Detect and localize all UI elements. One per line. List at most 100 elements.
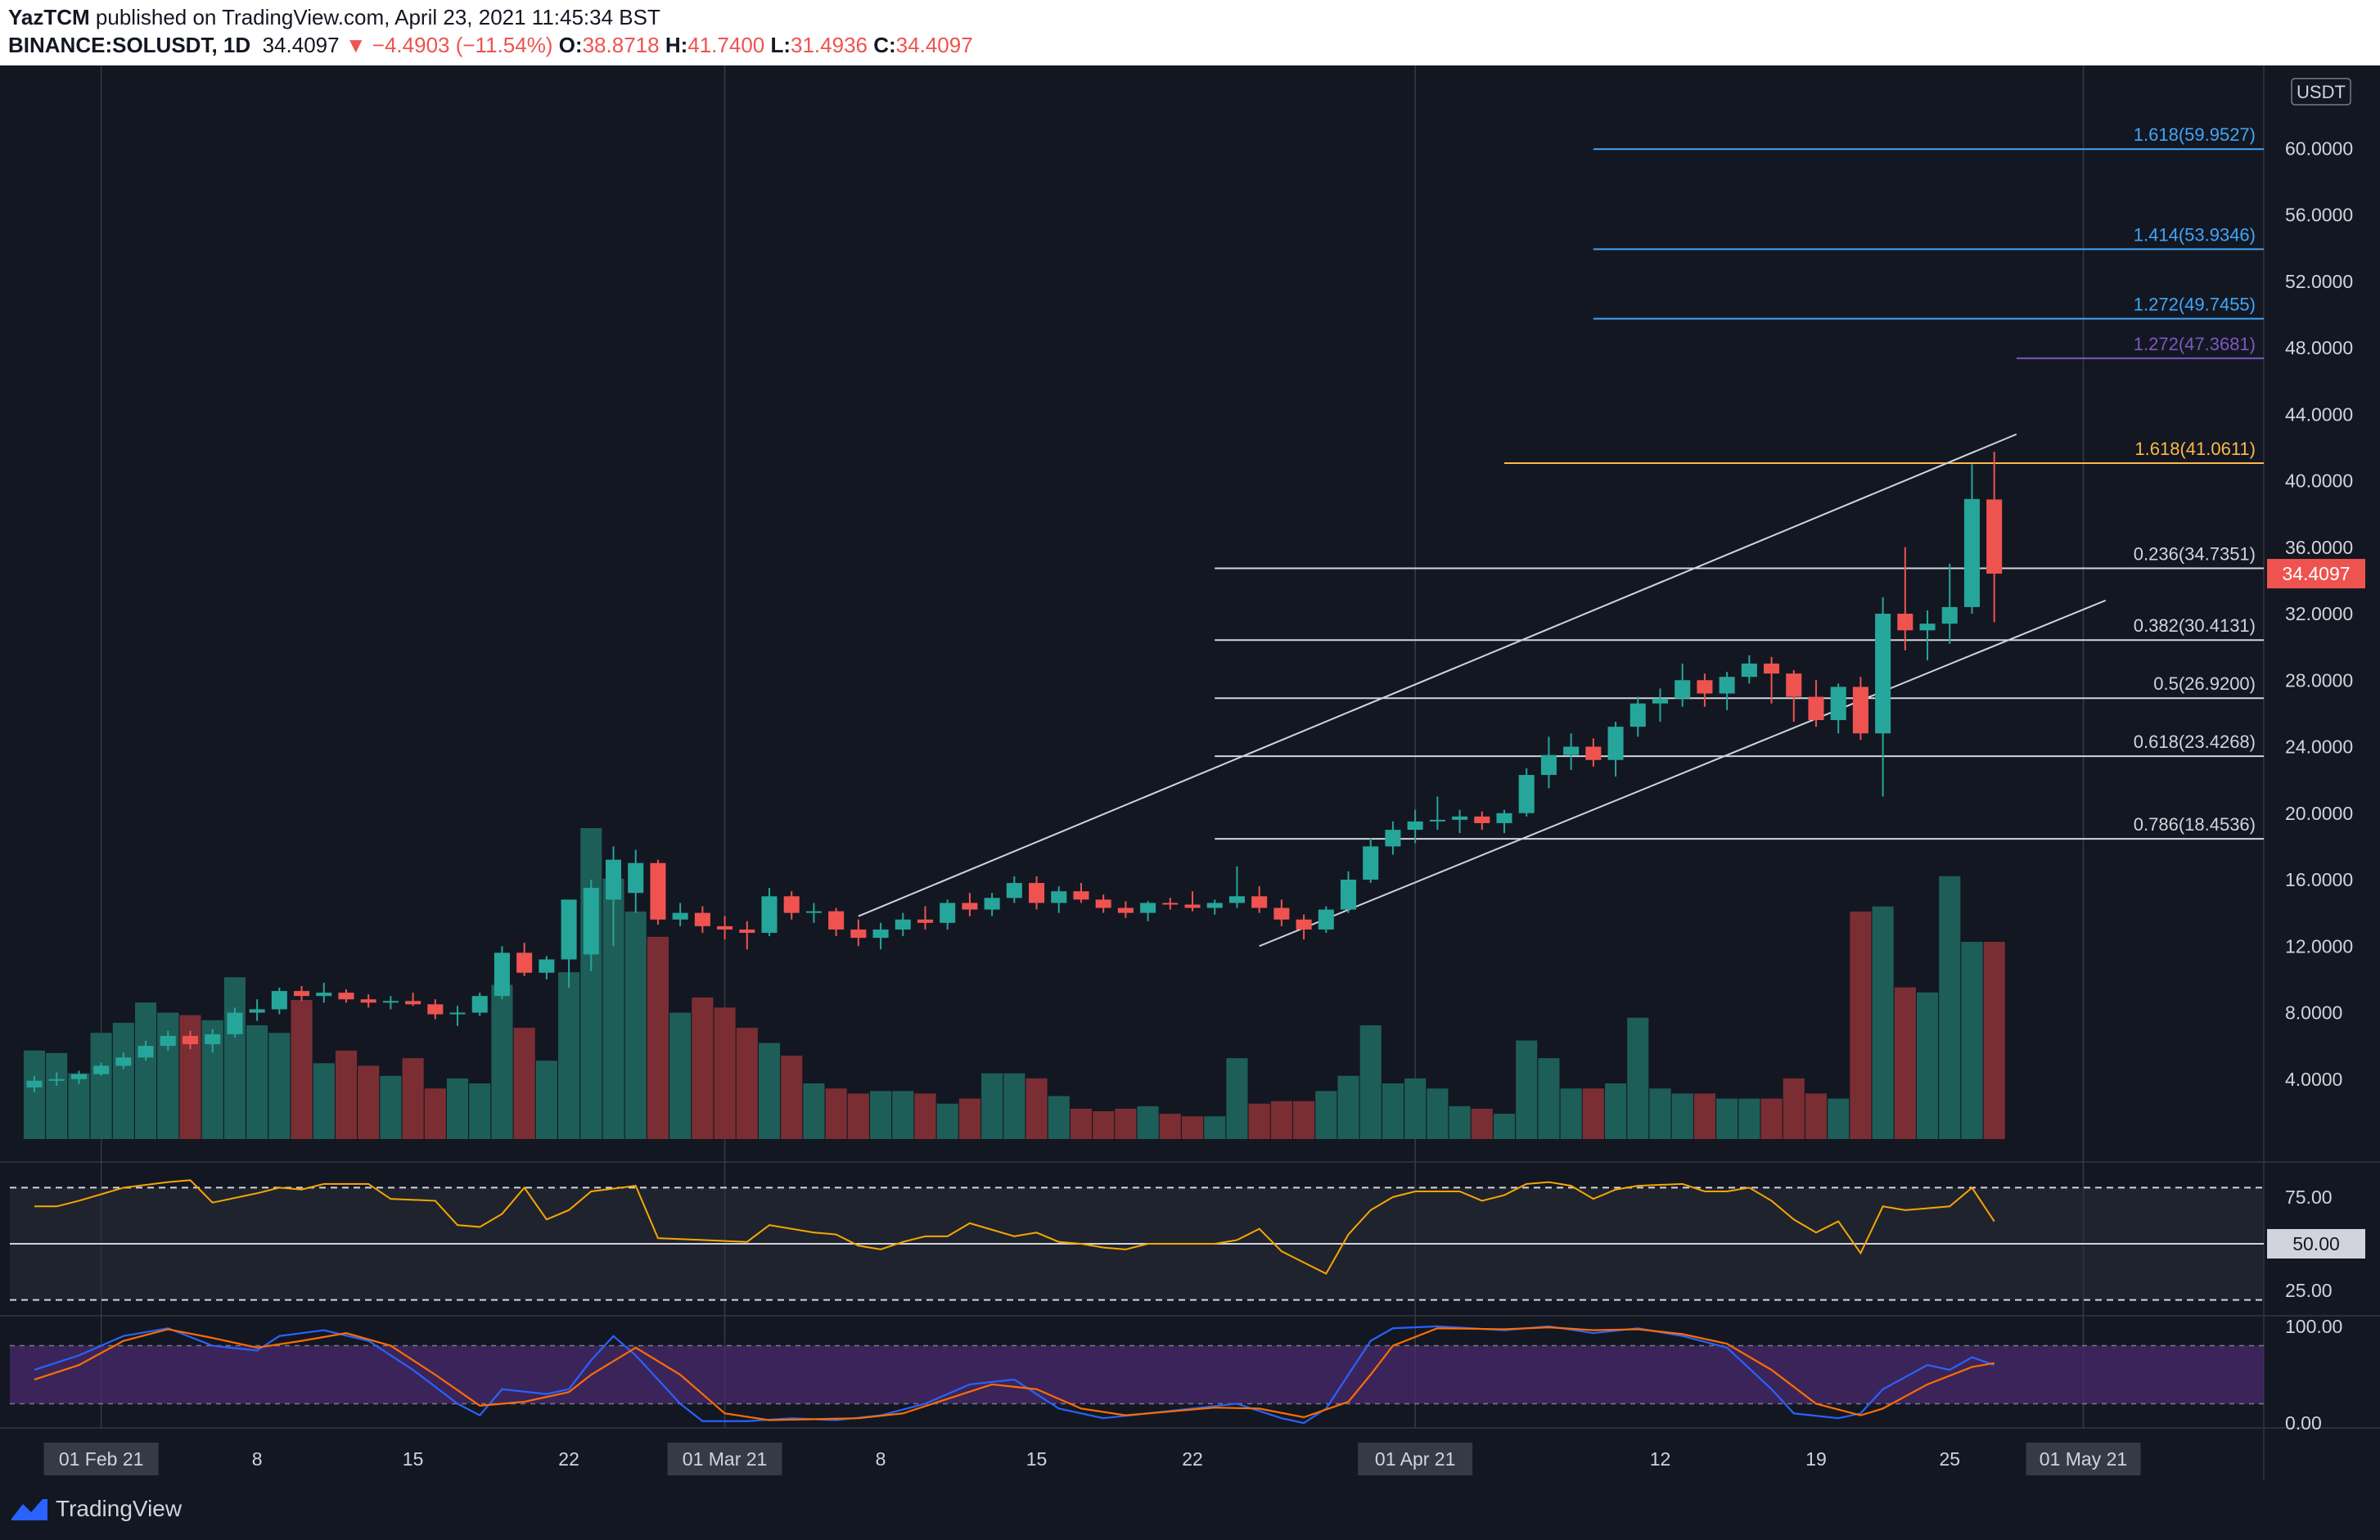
candle-body[interactable] (516, 952, 533, 973)
candle-body[interactable] (1652, 698, 1669, 704)
candle-body[interactable] (137, 1046, 154, 1058)
candle-body[interactable] (805, 911, 822, 913)
candle-body[interactable] (1585, 746, 1602, 760)
candle-body[interactable] (895, 919, 911, 930)
candle-body[interactable] (1518, 775, 1535, 813)
candle-body[interactable] (1184, 904, 1201, 908)
candle-body[interactable] (962, 903, 978, 910)
candle-body[interactable] (717, 925, 733, 930)
candle-body[interactable] (1363, 846, 1379, 880)
candle-body[interactable] (48, 1078, 65, 1081)
candle-body[interactable] (160, 1035, 176, 1047)
candle-body[interactable] (1318, 909, 1334, 930)
candle-body[interactable] (1808, 696, 1824, 720)
candle-body[interactable] (1140, 903, 1156, 913)
candle-body[interactable] (1029, 883, 1045, 903)
candle-body[interactable] (405, 1001, 421, 1005)
channel-trendline[interactable] (1259, 599, 2107, 948)
candle-body[interactable] (360, 999, 376, 1003)
candle-body[interactable] (1452, 816, 1468, 820)
candle-body[interactable] (316, 993, 332, 997)
candle-body[interactable] (1162, 903, 1179, 905)
candle-body[interactable] (26, 1080, 43, 1087)
candle-body[interactable] (1986, 499, 2003, 574)
currency-box[interactable] (2291, 78, 2351, 106)
candle-body[interactable] (1429, 819, 1445, 822)
candle-body[interactable] (1340, 880, 1357, 910)
candle-body[interactable] (1117, 907, 1134, 913)
candle-body[interactable] (850, 929, 867, 939)
candle-body[interactable] (494, 952, 510, 997)
candle-body[interactable] (471, 996, 488, 1013)
candle-body[interactable] (1051, 891, 1067, 903)
candle-body[interactable] (1540, 754, 1557, 776)
candle-body[interactable] (1228, 896, 1245, 903)
candle-body[interactable] (1273, 907, 1290, 920)
candle-body[interactable] (672, 912, 688, 920)
candle-body[interactable] (1006, 883, 1022, 898)
candle-body[interactable] (1764, 663, 1780, 674)
candle-body[interactable] (783, 896, 800, 913)
candle-body[interactable] (1073, 891, 1089, 900)
candle-body[interactable] (1629, 703, 1646, 727)
candle-body[interactable] (271, 991, 287, 1010)
candle-body[interactable] (1719, 677, 1735, 694)
candle-body[interactable] (917, 919, 934, 923)
candle-body[interactable] (205, 1033, 221, 1045)
candle-body[interactable] (1875, 614, 1891, 734)
candle-body[interactable] (182, 1035, 199, 1045)
candle-body[interactable] (70, 1074, 87, 1079)
candle-body[interactable] (115, 1057, 132, 1066)
candle-body[interactable] (1496, 813, 1512, 823)
candle-body[interactable] (1407, 821, 1423, 831)
candle-body[interactable] (984, 898, 1000, 910)
candle-body[interactable] (449, 1012, 466, 1015)
candle-body[interactable] (1474, 816, 1490, 823)
candle-body[interactable] (1563, 746, 1580, 755)
candle-body[interactable] (1919, 624, 1936, 631)
candle-body[interactable] (1830, 687, 1846, 720)
candle-body[interactable] (1897, 614, 1913, 631)
candle-body[interactable] (872, 929, 889, 939)
candle-body[interactable] (583, 888, 599, 955)
candle-body[interactable] (1852, 687, 1868, 734)
candle-body[interactable] (1385, 830, 1401, 847)
candle-body[interactable] (1607, 727, 1624, 760)
candle-body[interactable] (940, 903, 956, 923)
candle-body[interactable] (1786, 673, 1802, 697)
fib-extension-label: 1.272(47.3681) (2134, 334, 2256, 354)
author-name[interactable]: YazTCM (8, 5, 90, 29)
candle-body[interactable] (1963, 498, 1980, 607)
candle-body[interactable] (628, 862, 644, 894)
candle-body[interactable] (739, 929, 755, 933)
candle-body[interactable] (1941, 606, 1958, 624)
candle-body[interactable] (1296, 919, 1312, 930)
current-price-tag[interactable] (2267, 559, 2365, 589)
candle-body[interactable] (650, 862, 666, 920)
chart-canvas[interactable]: 0.236(34.7351) 0.382(30.4131) 0.5(26.9200)… (0, 65, 2380, 1479)
candle-body[interactable] (605, 859, 622, 900)
candle-body[interactable] (338, 993, 354, 1000)
candle-body[interactable] (294, 991, 310, 997)
candle-body[interactable] (761, 896, 778, 933)
date-tick-label: 8 (252, 1448, 263, 1470)
candle-body[interactable] (1095, 899, 1111, 908)
candle-body[interactable] (539, 959, 555, 973)
candle-body[interactable] (561, 899, 577, 960)
channel-trendline[interactable] (858, 433, 2017, 917)
symbol-label[interactable]: BINANCE:SOLUSDT, 1D (8, 33, 251, 57)
candle-body[interactable] (1697, 680, 1713, 694)
tradingview-brand[interactable]: TradingView (56, 1496, 183, 1521)
candle-body[interactable] (694, 912, 710, 926)
candle-body[interactable] (382, 1001, 399, 1003)
candle-body[interactable] (828, 911, 845, 930)
candle-body[interactable] (227, 1012, 243, 1034)
candle-body[interactable] (1675, 680, 1691, 699)
candle-body[interactable] (1206, 903, 1223, 908)
candle-body[interactable] (427, 1004, 444, 1015)
candle-body[interactable] (1251, 896, 1268, 908)
candle-body[interactable] (249, 1009, 265, 1013)
candle-body[interactable] (1741, 663, 1757, 678)
tradingview-logo-icon[interactable] (10, 1497, 49, 1522)
candle-body[interactable] (93, 1065, 110, 1074)
